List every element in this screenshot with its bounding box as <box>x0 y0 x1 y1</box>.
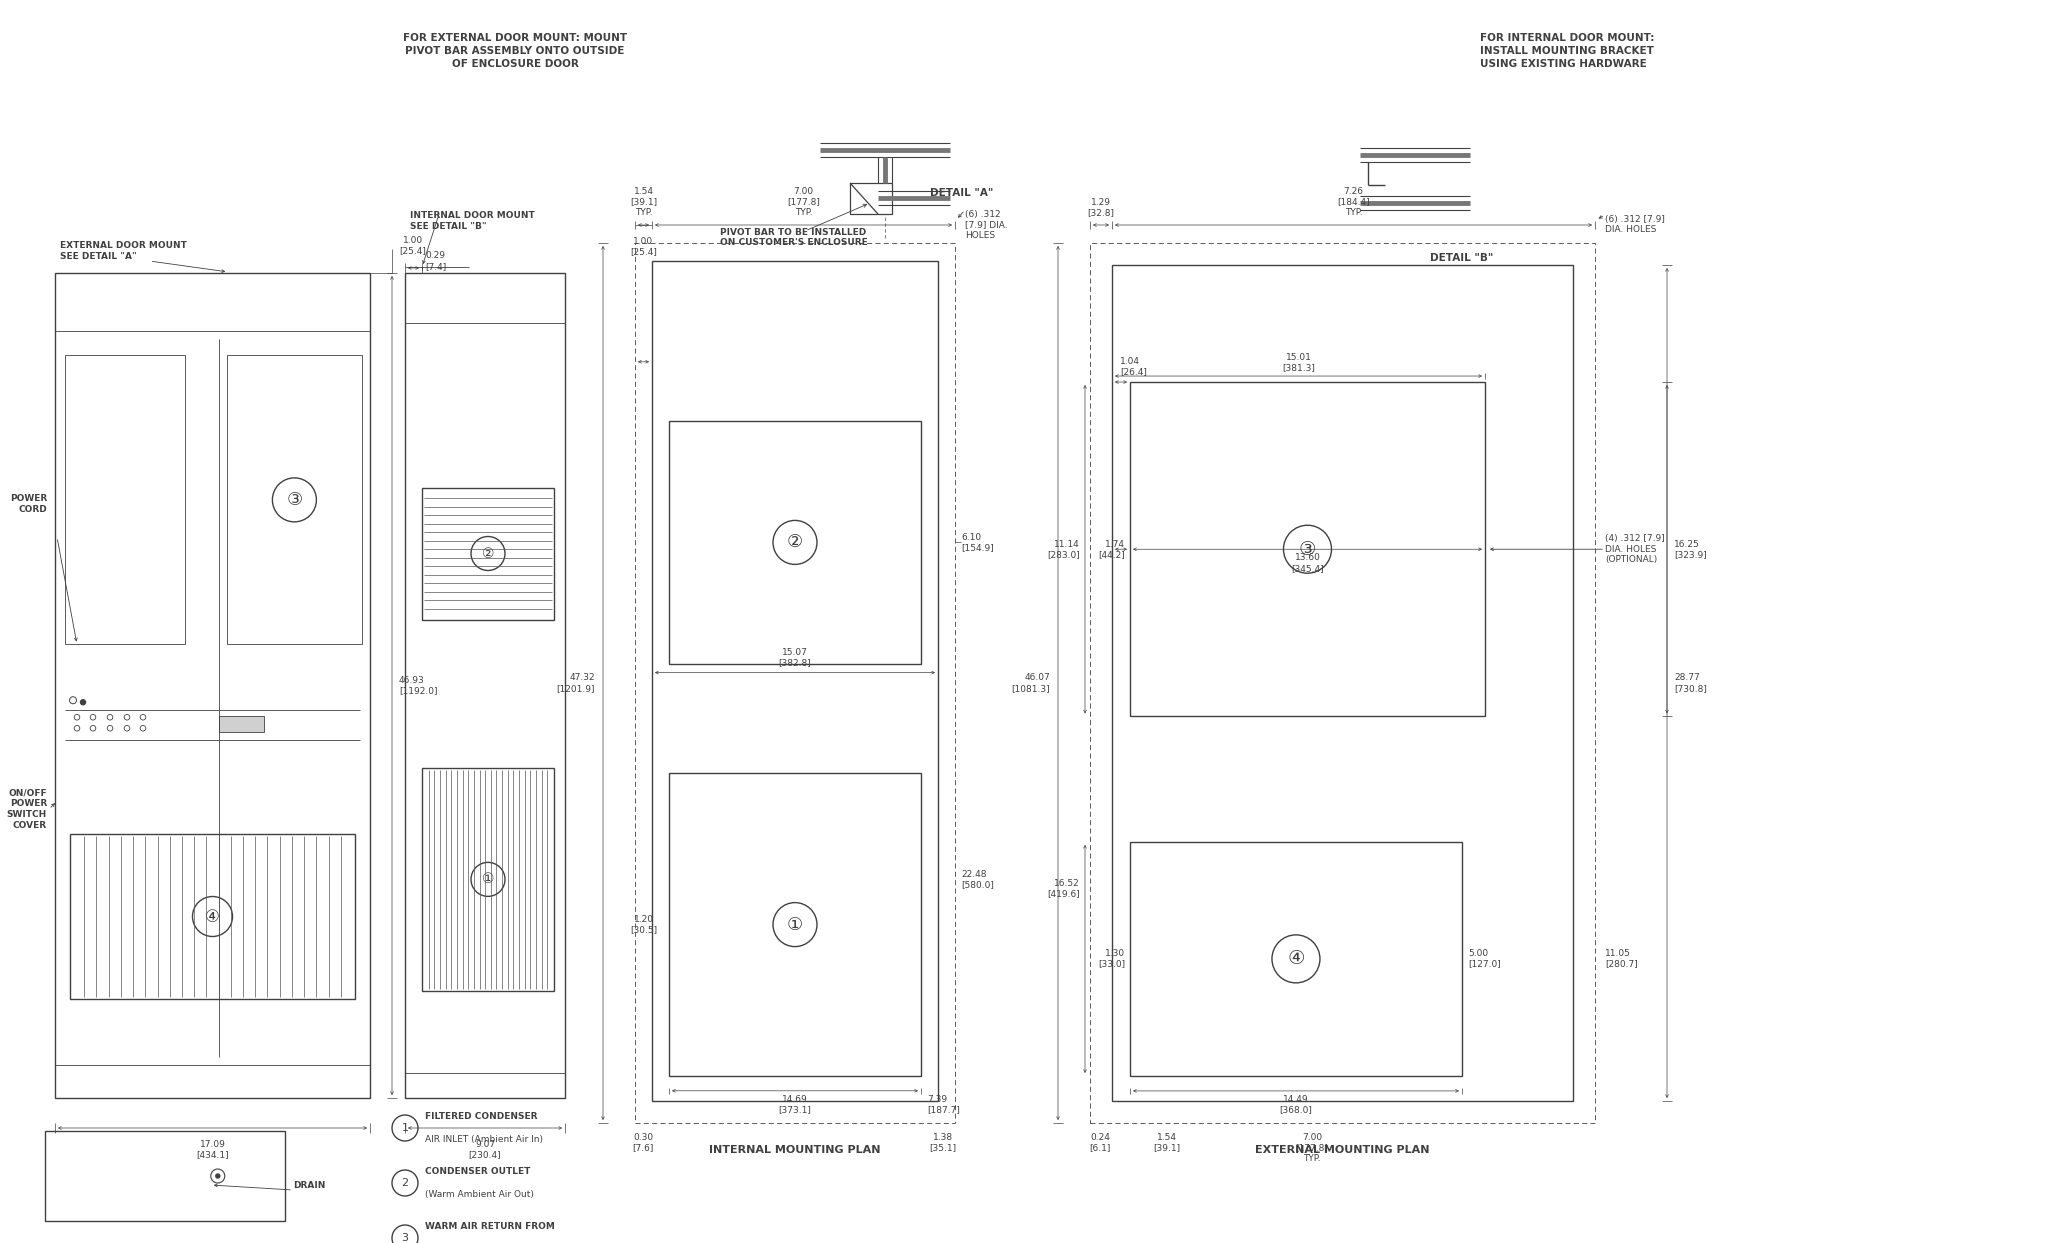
Text: ③: ③ <box>1298 539 1317 559</box>
Text: 1.04
[26.4]: 1.04 [26.4] <box>1120 357 1147 377</box>
Text: (4) .312 [7.9]
DIA. HOLES
(OPTIONAL): (4) .312 [7.9] DIA. HOLES (OPTIONAL) <box>1606 534 1665 564</box>
Bar <box>1130 842 1462 1076</box>
Text: 1.29
[32.8]: 1.29 [32.8] <box>1087 198 1114 218</box>
Text: 1: 1 <box>401 1122 408 1134</box>
Text: 15.01
[381.3]: 15.01 [381.3] <box>1282 353 1315 372</box>
Bar <box>66 355 184 644</box>
Text: DETAIL "A": DETAIL "A" <box>930 188 993 198</box>
Text: 5.00
[127.0]: 5.00 [127.0] <box>1468 950 1501 968</box>
Text: 1.00
[25.4]: 1.00 [25.4] <box>631 236 657 256</box>
Text: 1.54
[39.1]: 1.54 [39.1] <box>1153 1134 1180 1152</box>
Text: 46.93
[1192.0]: 46.93 [1192.0] <box>399 676 438 695</box>
Text: 7.00
[177.8]
TYP.: 7.00 [177.8] TYP. <box>1296 1134 1329 1162</box>
Text: FILTERED CONDENSER: FILTERED CONDENSER <box>426 1112 537 1121</box>
Text: 15.07
[382.8]: 15.07 [382.8] <box>778 648 811 667</box>
Text: (6) .312 [7.9]
DIA. HOLES: (6) .312 [7.9] DIA. HOLES <box>1606 215 1665 235</box>
Text: EXTERNAL MOUNTING PLAN: EXTERNAL MOUNTING PLAN <box>1255 1145 1430 1155</box>
Text: 0.30
[7.6]: 0.30 [7.6] <box>633 1134 653 1152</box>
Text: 1.30
[33.0]: 1.30 [33.0] <box>1098 950 1124 968</box>
Text: 7.00
[177.8]
TYP.: 7.00 [177.8] TYP. <box>786 188 819 218</box>
Text: INTERNAL DOOR MOUNT
SEE DETAIL "B": INTERNAL DOOR MOUNT SEE DETAIL "B" <box>410 211 535 231</box>
Text: AIR INLET (Ambient Air In): AIR INLET (Ambient Air In) <box>426 1135 543 1144</box>
Text: 11.05
[280.7]: 11.05 [280.7] <box>1606 950 1638 968</box>
Text: PIVOT BAR TO BE INSTALLED
ON CUSTOMER'S ENCLOSURE: PIVOT BAR TO BE INSTALLED ON CUSTOMER'S … <box>721 227 868 247</box>
Text: 0.24
[6.1]: 0.24 [6.1] <box>1090 1134 1110 1152</box>
Bar <box>55 273 371 1098</box>
Text: FOR EXTERNAL DOOR MOUNT: MOUNT
PIVOT BAR ASSEMBLY ONTO OUTSIDE
OF ENCLOSURE DOOR: FOR EXTERNAL DOOR MOUNT: MOUNT PIVOT BAR… <box>403 34 627 70</box>
Bar <box>45 1131 285 1221</box>
Text: ①: ① <box>786 916 803 933</box>
Text: ON/OFF
POWER
SWITCH
COVER: ON/OFF POWER SWITCH COVER <box>6 788 47 830</box>
Text: 1.54
[39.1]
TYP.: 1.54 [39.1] TYP. <box>631 188 657 218</box>
Bar <box>1112 265 1573 1101</box>
Text: DRAIN: DRAIN <box>293 1181 326 1190</box>
Circle shape <box>215 1173 219 1178</box>
Text: 11.14
[283.0]: 11.14 [283.0] <box>1047 539 1079 559</box>
Text: CONDENSER OUTLET: CONDENSER OUTLET <box>426 1167 530 1176</box>
Text: 13.60
[345.4]: 13.60 [345.4] <box>1290 553 1323 573</box>
Circle shape <box>80 700 86 705</box>
Text: WARM AIR RETURN FROM: WARM AIR RETURN FROM <box>426 1222 555 1231</box>
Text: 22.48
[580.0]: 22.48 [580.0] <box>961 870 993 889</box>
Text: 16.25
[323.9]: 16.25 [323.9] <box>1673 539 1706 559</box>
Text: 7.26
[184.4]
TYP.: 7.26 [184.4] TYP. <box>1337 188 1370 218</box>
Bar <box>70 834 354 999</box>
Bar <box>219 716 264 732</box>
Text: 0.29
[7.4]: 0.29 [7.4] <box>426 251 446 271</box>
Text: ③: ③ <box>287 491 303 508</box>
Bar <box>406 273 565 1098</box>
Text: POWER
CORD: POWER CORD <box>10 493 47 515</box>
Bar <box>670 420 922 664</box>
Bar <box>1090 242 1595 1122</box>
Text: ①: ① <box>481 873 494 886</box>
Text: ④: ④ <box>205 907 219 926</box>
Text: ②: ② <box>786 533 803 552</box>
Text: INTERNAL MOUNTING PLAN: INTERNAL MOUNTING PLAN <box>709 1145 881 1155</box>
Text: 1.00
[25.4]: 1.00 [25.4] <box>399 236 426 255</box>
Text: 7.39
[187.7]: 7.39 [187.7] <box>928 1095 961 1114</box>
Text: (Warm Ambient Air Out): (Warm Ambient Air Out) <box>426 1190 535 1199</box>
Text: 1.20
[30.5]: 1.20 [30.5] <box>631 915 657 935</box>
Bar <box>422 768 555 991</box>
Text: 16.52
[419.6]: 16.52 [419.6] <box>1047 879 1079 899</box>
Bar <box>670 773 922 1075</box>
Bar <box>1130 382 1485 716</box>
Text: FOR INTERNAL DOOR MOUNT:
INSTALL MOUNTING BRACKET
USING EXISTING HARDWARE: FOR INTERNAL DOOR MOUNT: INSTALL MOUNTIN… <box>1481 34 1655 70</box>
Text: 46.07
[1081.3]: 46.07 [1081.3] <box>1012 674 1051 692</box>
Text: DETAIL "B": DETAIL "B" <box>1430 254 1493 264</box>
Bar <box>635 242 954 1122</box>
Text: 28.77
[730.8]: 28.77 [730.8] <box>1673 674 1706 692</box>
Text: 17.09
[434.1]: 17.09 [434.1] <box>197 1140 229 1160</box>
Text: 6.10
[154.9]: 6.10 [154.9] <box>961 533 993 552</box>
Text: ②: ② <box>481 547 494 561</box>
Text: (6) .312
[7.9] DIA.
HOLES: (6) .312 [7.9] DIA. HOLES <box>965 210 1008 240</box>
Bar <box>850 183 893 214</box>
Text: 14.49
[368.0]: 14.49 [368.0] <box>1280 1095 1313 1114</box>
Text: 1.38
[35.1]: 1.38 [35.1] <box>930 1134 956 1152</box>
Text: 47.32
[1201.9]: 47.32 [1201.9] <box>557 674 596 692</box>
Bar <box>422 487 555 619</box>
Text: ④: ④ <box>1288 950 1305 968</box>
Text: EXTERNAL DOOR MOUNT
SEE DETAIL "A": EXTERNAL DOOR MOUNT SEE DETAIL "A" <box>59 241 186 261</box>
Bar <box>227 355 362 644</box>
Text: 9.07
[230.4]: 9.07 [230.4] <box>469 1140 502 1160</box>
Bar <box>651 261 938 1101</box>
Text: 1.74
[44.2]: 1.74 [44.2] <box>1098 539 1124 559</box>
Text: 14.69
[373.1]: 14.69 [373.1] <box>778 1095 811 1114</box>
Text: 2: 2 <box>401 1178 408 1188</box>
Text: 3: 3 <box>401 1233 408 1243</box>
